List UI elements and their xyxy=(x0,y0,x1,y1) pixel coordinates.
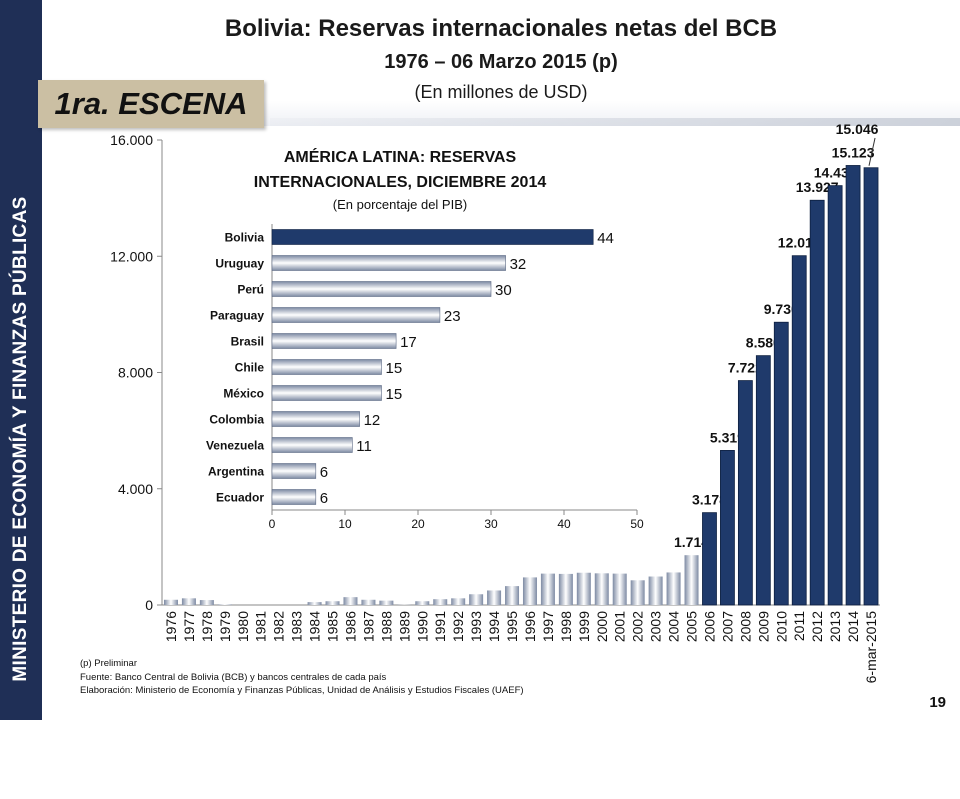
inset-value-label: 11 xyxy=(356,438,372,455)
inset-value-label: 23 xyxy=(444,308,461,325)
inset-category-label: Uruguay xyxy=(215,257,264,271)
inset-value-label: 15 xyxy=(386,360,403,377)
inset-value-label: 32 xyxy=(510,256,527,273)
inset-category-label: Brasil xyxy=(231,335,264,349)
note-source: Fuente: Banco Central de Bolivia (BCB) y… xyxy=(80,671,524,685)
inset-value-label: 6 xyxy=(320,490,328,507)
note-preliminary: (p) Preliminar xyxy=(80,657,524,671)
inset-category-label: Argentina xyxy=(208,465,264,479)
inset-value-label: 6 xyxy=(320,464,328,481)
inset-bar xyxy=(272,334,396,349)
note-elaboration: Elaboración: Ministerio de Economía y Fi… xyxy=(80,684,524,698)
inset-x-tick-label: 40 xyxy=(557,517,571,531)
inset-category-label: Paraguay xyxy=(210,309,264,323)
footnotes: (p) Preliminar Fuente: Banco Central de … xyxy=(80,657,524,698)
inset-value-label: 17 xyxy=(400,334,417,351)
inset-bar xyxy=(272,230,593,245)
inset-x-tick-label: 20 xyxy=(411,517,425,531)
inset-bar xyxy=(272,412,360,427)
inset-value-label: 44 xyxy=(597,230,614,247)
inset-x-tick-label: 0 xyxy=(269,517,276,531)
inset-category-label: Bolivia xyxy=(225,231,265,245)
inset-category-label: Venezuela xyxy=(206,439,264,453)
inset-category-label: Chile xyxy=(235,361,265,375)
inset-x-tick-label: 10 xyxy=(338,517,352,531)
page-number: 19 xyxy=(929,694,946,711)
inset-value-label: 15 xyxy=(386,386,403,403)
inset-category-label: México xyxy=(223,387,264,401)
inset-bar xyxy=(272,386,382,401)
inset-bar xyxy=(272,256,506,271)
inset-bar xyxy=(272,308,440,323)
inset-category-label: Ecuador xyxy=(216,491,264,505)
inset-category-label: Perú xyxy=(237,283,264,297)
inset-bar xyxy=(272,282,491,297)
inset-x-tick-label: 50 xyxy=(630,517,644,531)
inset-x-tick-label: 30 xyxy=(484,517,498,531)
inset-bar xyxy=(272,360,382,375)
inset-value-label: 12 xyxy=(364,412,381,429)
inset-bar xyxy=(272,438,352,453)
inset-bar xyxy=(272,464,316,479)
latam-reserves-inset-chart: 0 10 20 30 40 50 Bolivia 44 Uruguay 32 Perú 30 Parag… xyxy=(0,0,960,720)
inset-value-label: 30 xyxy=(495,282,512,299)
inset-category-label: Colombia xyxy=(209,413,264,427)
inset-bar xyxy=(272,490,316,505)
